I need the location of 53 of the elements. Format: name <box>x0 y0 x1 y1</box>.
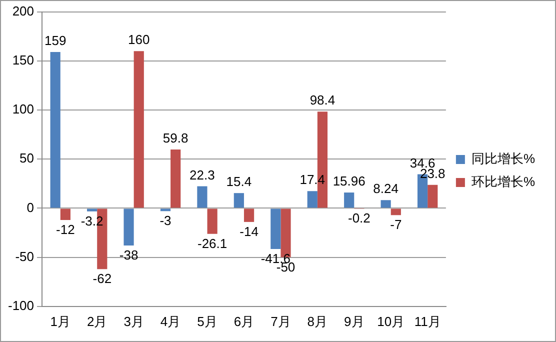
y-tick-label: -50 <box>15 248 34 264</box>
data-label: -38 <box>119 248 138 263</box>
data-label: -62 <box>92 271 112 286</box>
x-tick-label: 5月 <box>197 314 218 329</box>
bar <box>134 51 144 208</box>
y-tick-label: 0 <box>26 200 34 215</box>
bar <box>234 193 244 208</box>
bar <box>244 208 254 222</box>
bar <box>87 208 98 212</box>
data-label: -14 <box>240 224 258 240</box>
bar <box>170 149 181 208</box>
bar <box>307 191 318 208</box>
x-tick-label: 9月 <box>344 314 364 329</box>
data-label: 159 <box>44 33 66 48</box>
y-tick-label: 50 <box>20 150 34 166</box>
x-tick-label: 6月 <box>234 314 254 329</box>
bar <box>270 208 281 250</box>
y-tick-label: 100 <box>12 102 34 117</box>
data-label: 160 <box>128 32 150 48</box>
y-tick-label: 200 <box>12 3 34 18</box>
data-label: 15.4 <box>226 174 252 190</box>
y-tick-label: -100 <box>8 298 34 313</box>
data-label: -12 <box>56 222 75 238</box>
x-tick-label: 3月 <box>124 314 144 329</box>
x-tick-label: 11月 <box>414 314 441 329</box>
bar <box>344 192 354 208</box>
data-label: -26.1 <box>197 236 228 251</box>
x-tick-label: 8月 <box>307 314 328 329</box>
data-label: -3 <box>160 213 172 228</box>
data-label: 98.4 <box>310 92 336 108</box>
legend-label: 同比增长% <box>471 151 536 166</box>
data-label: 8.24 <box>373 181 398 196</box>
bar <box>428 184 438 208</box>
data-label: -7 <box>390 217 402 232</box>
x-tick-label: 4月 <box>160 314 181 329</box>
data-label: 22.3 <box>190 167 215 182</box>
data-label: 59.8 <box>162 130 188 146</box>
bar <box>160 208 171 212</box>
bar <box>207 208 218 234</box>
data-label: 15.96 <box>332 174 366 189</box>
x-tick-label: 1月 <box>50 314 70 329</box>
x-tick-label: 2月 <box>86 314 108 329</box>
bar <box>380 200 391 208</box>
bar <box>50 52 60 208</box>
y-tick-label: 150 <box>12 52 34 68</box>
bar <box>124 208 134 246</box>
x-tick-label: 10月 <box>377 314 405 329</box>
bar <box>197 186 208 208</box>
legend-label: 环比增长% <box>471 174 536 190</box>
bar <box>390 208 401 216</box>
x-tick-label: 7月 <box>270 314 291 329</box>
data-label: -0.2 <box>348 210 370 226</box>
bar <box>60 208 70 220</box>
